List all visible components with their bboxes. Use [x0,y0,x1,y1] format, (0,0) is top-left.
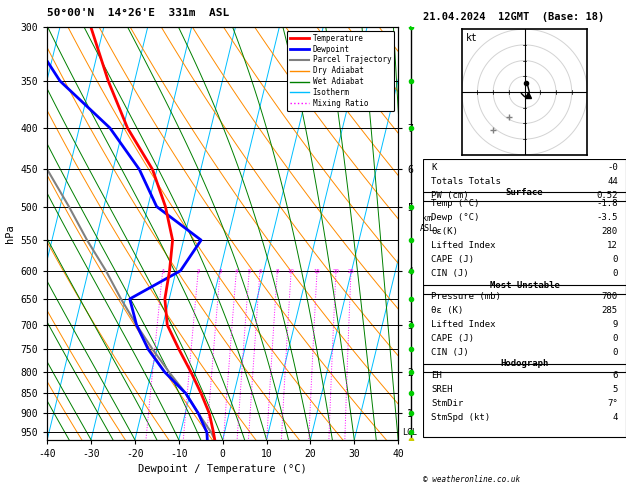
Text: 0: 0 [613,269,618,278]
Text: 280: 280 [601,227,618,236]
Text: 6: 6 [613,371,618,380]
Text: θε (K): θε (K) [431,306,464,315]
Text: Pressure (mb): Pressure (mb) [431,292,501,301]
Text: -1.8: -1.8 [596,199,618,208]
Text: CIN (J): CIN (J) [431,348,469,357]
Text: 21.04.2024  12GMT  (Base: 18): 21.04.2024 12GMT (Base: 18) [423,12,604,22]
Text: StmDir: StmDir [431,399,464,408]
Text: 12: 12 [607,242,618,250]
Text: 1: 1 [161,269,164,274]
Text: Lifted Index: Lifted Index [431,320,496,329]
Text: 8: 8 [276,269,279,274]
Text: PW (cm): PW (cm) [431,191,469,200]
Text: 285: 285 [601,306,618,315]
Text: LCL: LCL [402,428,416,437]
Text: 15: 15 [313,269,321,274]
Text: 0: 0 [613,256,618,264]
Text: Dewp (°C): Dewp (°C) [431,213,480,222]
Text: 4: 4 [235,269,238,274]
Text: 3: 3 [218,269,222,274]
Legend: Temperature, Dewpoint, Parcel Trajectory, Dry Adiabat, Wet Adiabat, Isotherm, Mi: Temperature, Dewpoint, Parcel Trajectory… [287,31,394,111]
Text: Lifted Index: Lifted Index [431,242,496,250]
Text: © weatheronline.co.uk: © weatheronline.co.uk [423,474,520,484]
Text: 20: 20 [333,269,340,274]
Text: θε(K): θε(K) [431,227,459,236]
Text: Hodograph: Hodograph [501,360,548,368]
Text: 50°00'N  14°26'E  331m  ASL: 50°00'N 14°26'E 331m ASL [47,8,230,18]
Text: 44: 44 [607,177,618,186]
Text: StmSpd (kt): StmSpd (kt) [431,413,491,422]
Bar [423,192,626,294]
Text: 4: 4 [613,413,618,422]
Text: -3.5: -3.5 [596,213,618,222]
Text: 5: 5 [247,269,251,274]
Bar [423,159,626,201]
Text: CIN (J): CIN (J) [431,269,469,278]
Text: CAPE (J): CAPE (J) [431,256,474,264]
Text: Most Unstable: Most Unstable [489,281,560,290]
Text: 5: 5 [613,385,618,394]
Text: Totals Totals: Totals Totals [431,177,501,186]
Text: kt: kt [465,33,477,43]
Text: 25: 25 [348,269,355,274]
Text: 10: 10 [287,269,294,274]
Text: K: K [431,163,437,172]
Text: 9: 9 [613,320,618,329]
Y-axis label: hPa: hPa [5,224,15,243]
Text: 2: 2 [196,269,200,274]
Text: SREH: SREH [431,385,453,394]
Bar [423,364,626,437]
Text: EH: EH [431,371,442,380]
Text: Surface: Surface [506,188,543,197]
Text: 0.52: 0.52 [596,191,618,200]
Text: 0: 0 [613,348,618,357]
Text: CAPE (J): CAPE (J) [431,334,474,343]
Text: 7°: 7° [607,399,618,408]
X-axis label: Dewpoint / Temperature (°C): Dewpoint / Temperature (°C) [138,465,307,474]
Text: Temp (°C): Temp (°C) [431,199,480,208]
Text: 0: 0 [613,334,618,343]
Text: -0: -0 [607,163,618,172]
Text: 700: 700 [601,292,618,301]
Text: 6: 6 [259,269,262,274]
Bar [423,285,626,372]
Y-axis label: km
ASL: km ASL [420,214,435,233]
